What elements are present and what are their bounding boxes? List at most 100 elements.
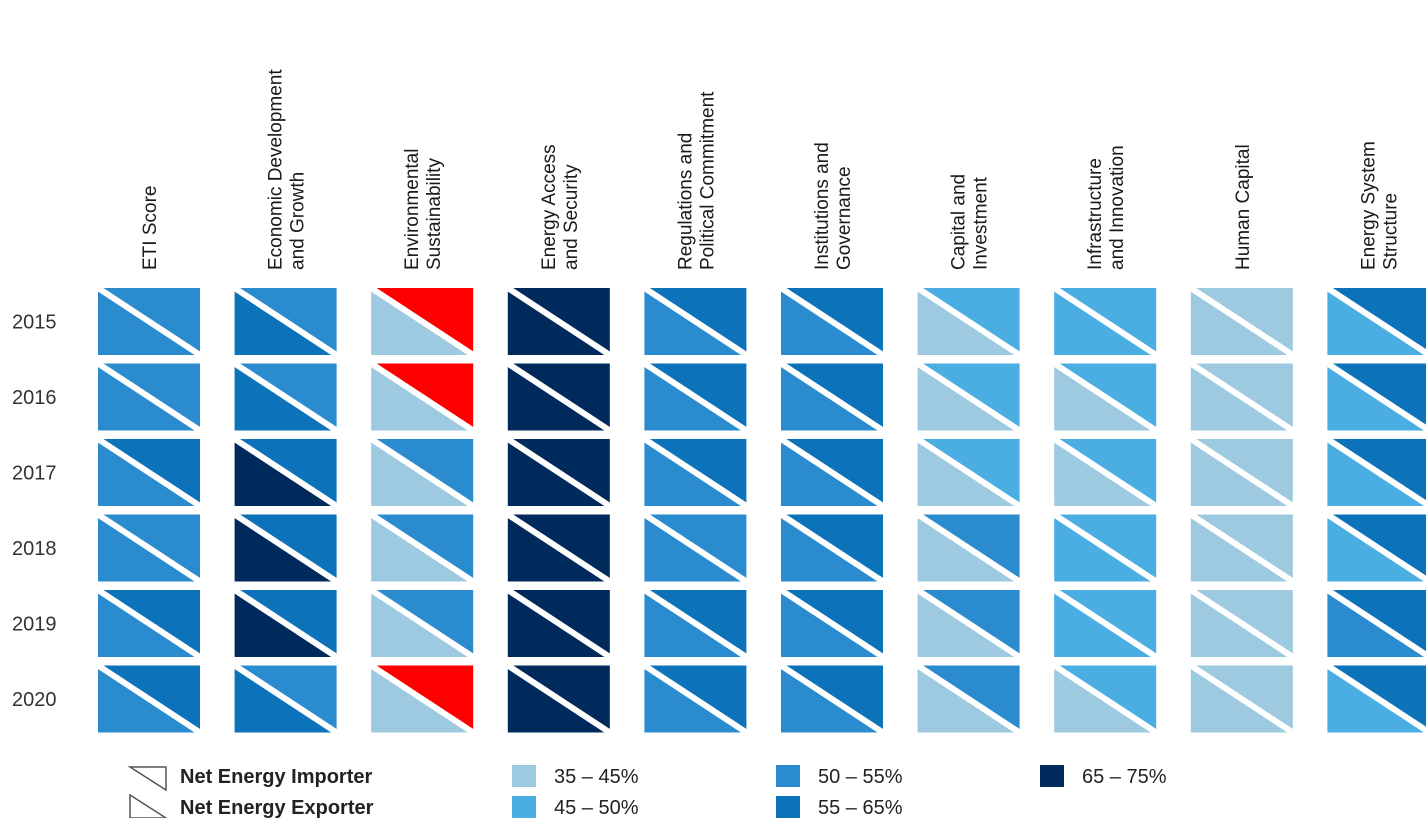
cell-diagonal: [232, 360, 339, 434]
cell-diagonal: [642, 436, 749, 509]
column-label: Capital and Investment: [949, 174, 992, 270]
column-label: Institutions and Governance: [812, 142, 855, 270]
heatmap-cell: [96, 587, 202, 660]
heatmap-cell: [642, 587, 749, 660]
heatmap-cell: [1052, 587, 1158, 660]
cell-diagonal: [232, 587, 339, 660]
legend-range-label: 50 – 55%: [818, 766, 903, 788]
column-label-line: Regulations and: [675, 133, 696, 270]
cell-diagonal: [779, 360, 885, 434]
heatmap-cell: [779, 360, 885, 434]
column-labels: ETI Score Economic Development and Growth E…: [140, 69, 1401, 270]
heatmap-cell: [915, 360, 1022, 434]
cell-diagonal: [96, 587, 202, 660]
cell-diagonal: [915, 662, 1022, 736]
cell-diagonal: [915, 511, 1022, 585]
column-label: ETI Score: [140, 186, 161, 270]
row-label-year: 2019: [12, 614, 57, 636]
heatmap-cell: [232, 360, 339, 434]
cell-diagonal: [642, 662, 749, 736]
column-label: Human Capital: [1233, 144, 1254, 270]
cell-diagonal: [1052, 436, 1158, 509]
column-label-line: Sustainability: [424, 158, 445, 270]
column-label-line: Institutions and: [812, 142, 833, 270]
heatmap-cell: [1052, 285, 1158, 358]
heatmap-cell: [915, 436, 1022, 509]
cell-diagonal: [1325, 662, 1426, 734]
column-label-line: Structure: [1380, 193, 1401, 270]
cell-diagonal: [232, 511, 339, 585]
cell-diagonal: [915, 587, 1022, 660]
legend-importer-label: Net Energy Importer: [180, 766, 372, 788]
legend-swatch: [512, 765, 536, 787]
cell-diagonal: [232, 436, 339, 509]
heatmap-cell: [1325, 436, 1426, 508]
heatmap-cell: [96, 511, 202, 585]
heatmap-cell: [96, 662, 202, 736]
cell-diagonal: [1325, 587, 1426, 659]
cell-diagonal: [642, 360, 749, 434]
column-label: Infrastructure and Innovation: [1085, 145, 1128, 270]
heatmap-cell: [232, 436, 339, 509]
heatmap-cell: [96, 436, 202, 509]
cell-diagonal: [1052, 511, 1158, 585]
legend-exporter-icon: [129, 793, 168, 818]
heatmap-cell: [369, 360, 475, 434]
heatmap-cell: [1325, 662, 1426, 734]
cell-diagonal: [1189, 436, 1295, 509]
column-label-line: Economic Development: [266, 69, 287, 270]
cell-diagonal: [1189, 587, 1295, 660]
cell-diagonal: [642, 511, 749, 585]
heatmap-cell: [915, 662, 1022, 736]
legend-range-label: 45 – 50%: [554, 797, 639, 818]
legend-range-entry: 50 – 55%: [776, 765, 903, 788]
row-label-year: 2018: [12, 538, 57, 560]
cell-diagonal: [1189, 360, 1295, 434]
legend-range-label: 65 – 75%: [1082, 766, 1167, 788]
cell-diagonal: [1325, 285, 1426, 357]
cell-diagonal: [96, 436, 202, 509]
cell-diagonal: [1325, 511, 1426, 583]
column-label-line: Governance: [834, 166, 855, 270]
heatmap-cell: [96, 285, 202, 358]
cell-diagonal: [506, 511, 612, 585]
column-label: Energy Access and Security: [539, 144, 582, 270]
cell-diagonal: [1189, 285, 1295, 358]
cell-diagonal: [915, 360, 1022, 434]
cell-diagonal: [915, 285, 1022, 358]
cell-diagonal: [506, 436, 612, 509]
heatmap-cell: [506, 662, 612, 736]
cell-diagonal: [779, 587, 885, 660]
row-label-year: 2015: [12, 312, 57, 334]
column-label-line: Energy System: [1358, 141, 1379, 270]
cell-diagonal: [642, 587, 749, 660]
heatmap-cell: [1325, 360, 1426, 432]
heatmap-cell: [506, 511, 612, 585]
heatmap-cell: [369, 436, 475, 509]
column-label-line: and Growth: [288, 172, 309, 270]
heatmap-cell: [1189, 285, 1295, 358]
cell-diagonal: [232, 285, 339, 358]
cell-diagonal: [1189, 511, 1295, 585]
heatmap-cell: [779, 511, 885, 585]
column-label-line: Capital and: [949, 174, 970, 270]
legend-range-entry: 45 – 50%: [512, 796, 639, 818]
heatmap-cell: [1189, 511, 1295, 585]
column-label-line: Political Commitment: [697, 91, 718, 270]
column-label-line: Energy Access: [539, 144, 560, 270]
cell-diagonal: [506, 662, 612, 736]
legend-range-entry: 55 – 65%: [776, 796, 903, 818]
heatmap-cell: [1325, 511, 1426, 583]
column-label: Economic Development and Growth: [266, 69, 309, 270]
column-label-line: and Innovation: [1107, 145, 1128, 270]
column-label-line: Infrastructure: [1085, 158, 1106, 270]
heatmap-cell: [915, 285, 1022, 358]
heatmap-cell: [1052, 360, 1158, 434]
column-label-line: Investment: [971, 176, 992, 270]
cell-diagonal: [506, 587, 612, 660]
cell-diagonal: [506, 285, 612, 358]
legend-ranges: 35 – 45% 45 – 50% 50 – 55% 55 – 65% 65 – 75%: [512, 765, 1167, 818]
heatmap-cell: [1189, 436, 1295, 509]
cell-diagonal: [1189, 662, 1295, 736]
row-labels: 2015 2016 2017 2018 2019 2020: [12, 312, 57, 712]
